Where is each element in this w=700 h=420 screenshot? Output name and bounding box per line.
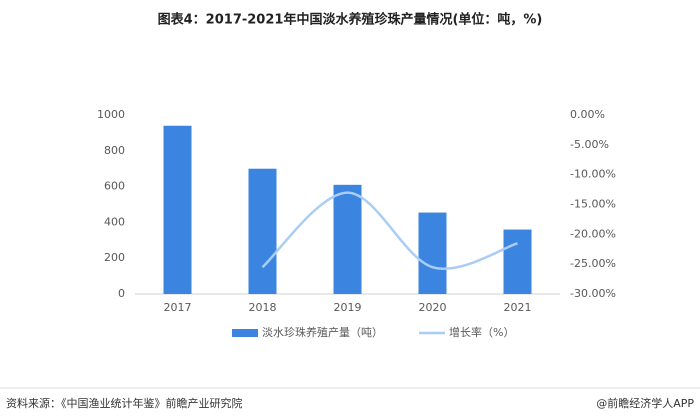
x-tick-label: 2021	[504, 301, 532, 314]
x-tick-label: 2019	[334, 301, 362, 314]
chart-title: 图表4：2017-2021年中国淡水养殖珍珠产量情况(单位：吨，%)	[158, 12, 543, 28]
credit: @前瞻经济学人APP	[596, 396, 694, 410]
x-tick-label: 2018	[249, 301, 277, 314]
legend-label: 淡水珍珠养殖产量（吨）	[262, 325, 383, 339]
bar	[333, 184, 362, 294]
y2-tick-label: 0.00%	[570, 108, 605, 121]
source: 资料来源：《中国渔业统计年鉴》前瞻产业研究院	[6, 396, 243, 410]
y-tick-label: 600	[104, 180, 125, 193]
y2-tick-label: -5.00%	[570, 138, 609, 151]
y2-tick-label: -10.00%	[570, 168, 616, 181]
y2-tick-label: -15.00%	[570, 198, 616, 211]
y-tick-label: 200	[104, 251, 125, 264]
y2-tick-label: -20.00%	[570, 227, 616, 240]
bar	[418, 212, 447, 294]
bar	[248, 168, 277, 294]
line	[261, 191, 518, 270]
y2-tick-label: -25.00%	[570, 257, 616, 270]
x-tick-label: 2020	[419, 301, 447, 314]
legend-label: 增长率（%）	[449, 325, 514, 339]
x-tick-label: 2017	[164, 301, 192, 314]
bar	[163, 125, 192, 295]
y2-tick-label: -30.00%	[570, 287, 616, 300]
y-tick-label: 0	[118, 287, 125, 300]
bar	[503, 229, 532, 294]
y-tick-label: 400	[104, 215, 125, 228]
legend-swatch	[232, 329, 258, 337]
y-tick-label: 1000	[97, 108, 125, 121]
y-tick-label: 800	[104, 144, 125, 157]
